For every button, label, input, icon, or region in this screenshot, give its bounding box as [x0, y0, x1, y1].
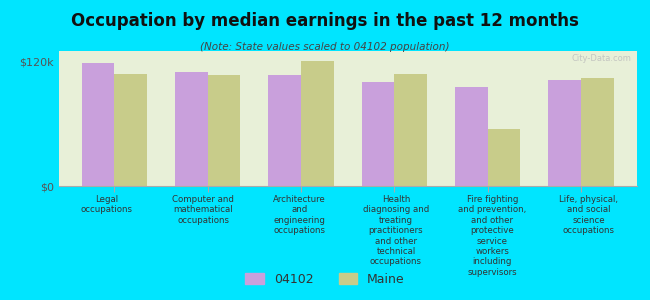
Text: (Note: State values scaled to 04102 population): (Note: State values scaled to 04102 popu…: [200, 42, 450, 52]
Legend: 04102, Maine: 04102, Maine: [240, 268, 410, 291]
Bar: [268, 75, 301, 186]
Text: Architecture
and
engineering
occupations: Architecture and engineering occupations: [273, 195, 326, 235]
Bar: [488, 129, 521, 186]
Bar: [114, 74, 147, 186]
Bar: [208, 75, 240, 186]
Text: Health
diagnosing and
treating
practitioners
and other
technical
occupations: Health diagnosing and treating practitio…: [363, 195, 429, 266]
Bar: [549, 80, 581, 186]
Bar: [82, 64, 114, 186]
Bar: [395, 74, 427, 186]
Text: Computer and
mathematical
occupations: Computer and mathematical occupations: [172, 195, 234, 225]
Text: City-Data.com: City-Data.com: [571, 54, 631, 63]
Bar: [301, 61, 333, 186]
Text: Legal
occupations: Legal occupations: [81, 195, 133, 214]
Bar: [581, 78, 614, 186]
Bar: [175, 72, 208, 186]
Text: Life, physical,
and social
science
occupations: Life, physical, and social science occup…: [559, 195, 618, 235]
Bar: [455, 87, 488, 186]
Text: Occupation by median earnings in the past 12 months: Occupation by median earnings in the pas…: [71, 12, 579, 30]
Bar: [362, 82, 395, 186]
Text: Fire fighting
and prevention,
and other
protective
service
workers
including
sup: Fire fighting and prevention, and other …: [458, 195, 526, 277]
